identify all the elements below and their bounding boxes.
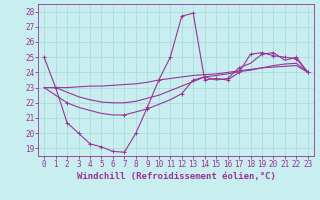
X-axis label: Windchill (Refroidissement éolien,°C): Windchill (Refroidissement éolien,°C) bbox=[76, 172, 276, 181]
